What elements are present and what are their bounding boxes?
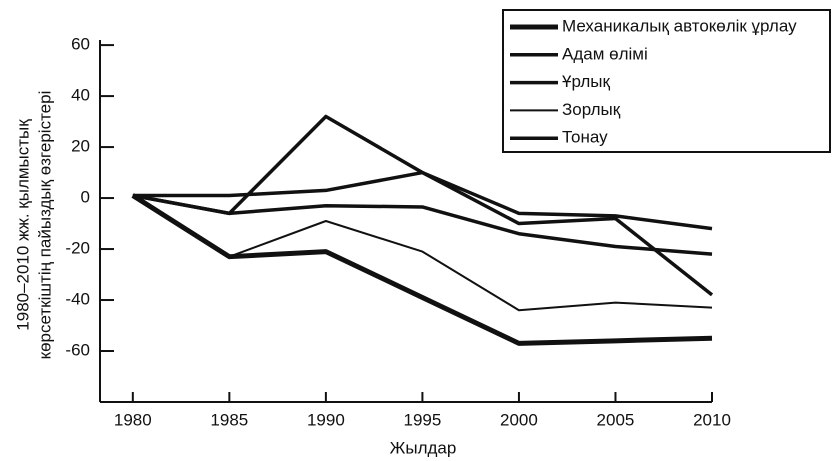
x-tick-label: 1990 bbox=[307, 410, 345, 429]
x-axis-label: Жылдар bbox=[390, 438, 457, 457]
x-tick-label: 2000 bbox=[500, 410, 538, 429]
x-tick-label: 1985 bbox=[210, 410, 248, 429]
legend-label: Адам өлімі bbox=[562, 44, 648, 63]
y-tick-label: 60 bbox=[71, 35, 90, 54]
x-tick-label: 1995 bbox=[403, 410, 441, 429]
x-tick-label: 2005 bbox=[597, 410, 635, 429]
x-tick-label: 1980 bbox=[114, 410, 152, 429]
y-axis-label: 1980–2010 жж. қылмыстық bbox=[13, 119, 32, 331]
series-line bbox=[132, 194, 713, 312]
x-tick-label: 2010 bbox=[693, 410, 731, 429]
y-tick-label: -20 bbox=[65, 239, 90, 258]
series-line bbox=[132, 170, 713, 231]
legend-label: Зорлық bbox=[562, 100, 621, 119]
legend-label: Ұрлық bbox=[562, 72, 610, 91]
y-tick-label: 40 bbox=[71, 86, 90, 105]
y-tick-label: -60 bbox=[65, 340, 90, 359]
y-tick-label: 0 bbox=[81, 188, 90, 207]
series-line bbox=[132, 193, 713, 256]
y-tick-label: -40 bbox=[65, 290, 90, 309]
y-axis-label: көрсеткіштің пайыздық өзгерістері bbox=[35, 91, 54, 360]
legend-label: Механикалық автокөлік ұрлау bbox=[562, 16, 797, 35]
y-tick-label: 20 bbox=[71, 137, 90, 156]
legend-label: Тонау bbox=[562, 128, 608, 147]
